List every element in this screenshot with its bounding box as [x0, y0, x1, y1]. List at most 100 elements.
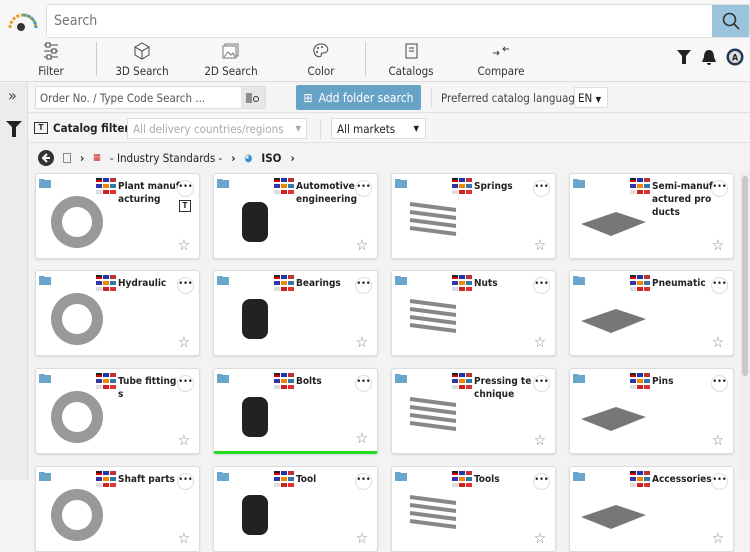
markets-select[interactable]: All markets ▼	[331, 118, 426, 139]
language-flags-icon	[452, 178, 472, 194]
language-flags-icon	[274, 471, 294, 487]
toolbar-filter[interactable]: Filter	[34, 42, 68, 78]
catalog-card[interactable]: Shaft parts ••• ☆	[35, 466, 200, 552]
expand-sidebar-icon[interactable]: »	[8, 86, 17, 105]
catalog-title[interactable]: Bearings	[296, 278, 341, 289]
catalog-card[interactable]: Pins ••• ☆	[569, 368, 734, 454]
favorite-star-icon[interactable]: ☆	[177, 431, 190, 449]
more-options-button[interactable]: •••	[177, 180, 194, 197]
folder-icon	[39, 276, 51, 285]
filter-icon[interactable]	[676, 49, 692, 65]
avatar[interactable]: A	[726, 48, 744, 66]
filter-icon[interactable]	[6, 120, 22, 138]
catalog-title[interactable]: Tube fittings	[118, 376, 177, 400]
catalog-card[interactable]: Bearings ••• ☆	[213, 270, 378, 356]
add-folder-icon: ⊞	[303, 90, 313, 105]
favorite-star-icon[interactable]: ☆	[711, 431, 724, 449]
breadcrumb-item[interactable]: ISO	[261, 151, 282, 165]
more-options-button[interactable]: •••	[533, 180, 550, 197]
home-catalog-icon[interactable]	[63, 153, 71, 163]
more-options-button[interactable]: •••	[177, 375, 194, 392]
order-number-search[interactable]: Order No. / Type Code Search ...	[35, 86, 266, 109]
catalog-card[interactable]: Tools ••• ☆	[391, 466, 556, 552]
left-sidebar: »	[0, 83, 28, 480]
more-options-button[interactable]: •••	[355, 375, 372, 392]
catalog-title[interactable]: Hydraulic	[118, 278, 167, 289]
toolbar-2d-search[interactable]: 2D Search	[201, 42, 261, 78]
folder-icon	[217, 472, 229, 481]
barcode-scan-icon[interactable]	[241, 87, 265, 108]
catalog-title[interactable]: Springs	[474, 181, 513, 192]
catalog-card[interactable]: Nuts ••• ☆	[391, 270, 556, 356]
catalog-thumbnail	[581, 212, 646, 236]
favorite-star-icon[interactable]: ☆	[533, 333, 546, 351]
search-box[interactable]	[46, 4, 750, 38]
catalog-card[interactable]: Tube fittings ••• ☆	[35, 368, 200, 454]
favorite-star-icon[interactable]: ☆	[355, 529, 368, 547]
bell-icon[interactable]	[701, 49, 717, 66]
catalog-card[interactable]: Accessories ••• ☆	[569, 466, 734, 552]
catalog-card[interactable]: Springs ••• ☆	[391, 173, 556, 259]
folder-icon	[217, 179, 229, 188]
more-options-button[interactable]: •••	[711, 375, 728, 392]
more-options-button[interactable]: •••	[711, 180, 728, 197]
favorite-star-icon[interactable]: ☆	[177, 333, 190, 351]
delivery-countries-select[interactable]: All delivery countries/regions ▼	[127, 118, 307, 139]
catalog-card[interactable]: Plant manufacturing ••• T ☆	[35, 173, 200, 259]
favorite-star-icon[interactable]: ☆	[711, 236, 724, 254]
catalog-card[interactable]: Pneumatic ••• ☆	[569, 270, 734, 356]
catalog-title[interactable]: Semi-manufactured products	[652, 181, 713, 218]
catalog-title[interactable]: Bolts	[296, 376, 322, 387]
more-options-button[interactable]: •••	[355, 473, 372, 490]
more-options-button[interactable]: •••	[711, 277, 728, 294]
scrollbar[interactable]	[740, 172, 750, 480]
toolbar-3d-search[interactable]: 3D Search	[112, 42, 172, 78]
toolbar-catalogs[interactable]: Catalogs	[385, 42, 437, 78]
favorite-star-icon[interactable]: ☆	[533, 529, 546, 547]
catalog-card[interactable]: Bolts ••• ☆	[213, 368, 378, 454]
catalog-card[interactable]: Automotive engineering ••• ☆	[213, 173, 378, 259]
search-button[interactable]	[712, 5, 749, 37]
book-icon	[405, 43, 418, 59]
more-options-button[interactable]: •••	[177, 277, 194, 294]
language-flags-icon	[96, 178, 116, 194]
language-select[interactable]: EN ▼	[574, 87, 608, 108]
more-options-button[interactable]: •••	[177, 473, 194, 490]
favorite-star-icon[interactable]: ☆	[711, 529, 724, 547]
favorite-star-icon[interactable]: ☆	[355, 236, 368, 254]
search-input[interactable]	[47, 5, 707, 37]
catalog-title[interactable]: Pins	[652, 376, 674, 387]
more-options-button[interactable]: •••	[533, 277, 550, 294]
favorite-star-icon[interactable]: ☆	[711, 333, 724, 351]
more-options-button[interactable]: •••	[711, 473, 728, 490]
folder-icon	[395, 276, 407, 285]
folder-icon	[217, 374, 229, 383]
favorite-star-icon[interactable]: ☆	[533, 431, 546, 449]
catalog-title[interactable]: Automotive engineering	[296, 181, 358, 205]
catalog-card[interactable]: Semi-manufactured products ••• ☆	[569, 173, 734, 259]
favorite-star-icon[interactable]: ☆	[355, 429, 368, 447]
toolbar-color[interactable]: Color	[301, 42, 341, 78]
catalog-card[interactable]: Tool ••• ☆	[213, 466, 378, 552]
catalog-card[interactable]: Pressing technique ••• ☆	[391, 368, 556, 454]
back-icon[interactable]	[38, 150, 54, 166]
more-options-button[interactable]: •••	[533, 375, 550, 392]
favorite-star-icon[interactable]: ☆	[533, 236, 546, 254]
breadcrumb-item[interactable]: - Industry Standards -	[109, 151, 223, 165]
favorite-star-icon[interactable]: ☆	[177, 529, 190, 547]
catalog-title[interactable]: Pneumatic	[652, 278, 706, 289]
more-options-button[interactable]: •••	[355, 180, 372, 197]
scrollbar-thumb[interactable]	[742, 176, 748, 376]
caret-down-icon: ▼	[595, 95, 602, 104]
catalog-card[interactable]: Hydraulic ••• ☆	[35, 270, 200, 356]
catalog-title[interactable]: Nuts	[474, 278, 498, 289]
favorite-star-icon[interactable]: ☆	[177, 236, 190, 254]
compare-arrows-icon	[493, 46, 509, 56]
more-options-button[interactable]: •••	[533, 473, 550, 490]
favorite-star-icon[interactable]: ☆	[355, 333, 368, 351]
catalog-title[interactable]: Plant manufacturing	[118, 181, 180, 205]
catalog-title[interactable]: Pressing technique	[474, 376, 532, 400]
toolbar-compare[interactable]: Compare	[474, 42, 528, 78]
more-options-button[interactable]: •••	[355, 277, 372, 294]
add-folder-search-button[interactable]: ⊞ Add folder search	[296, 85, 421, 110]
